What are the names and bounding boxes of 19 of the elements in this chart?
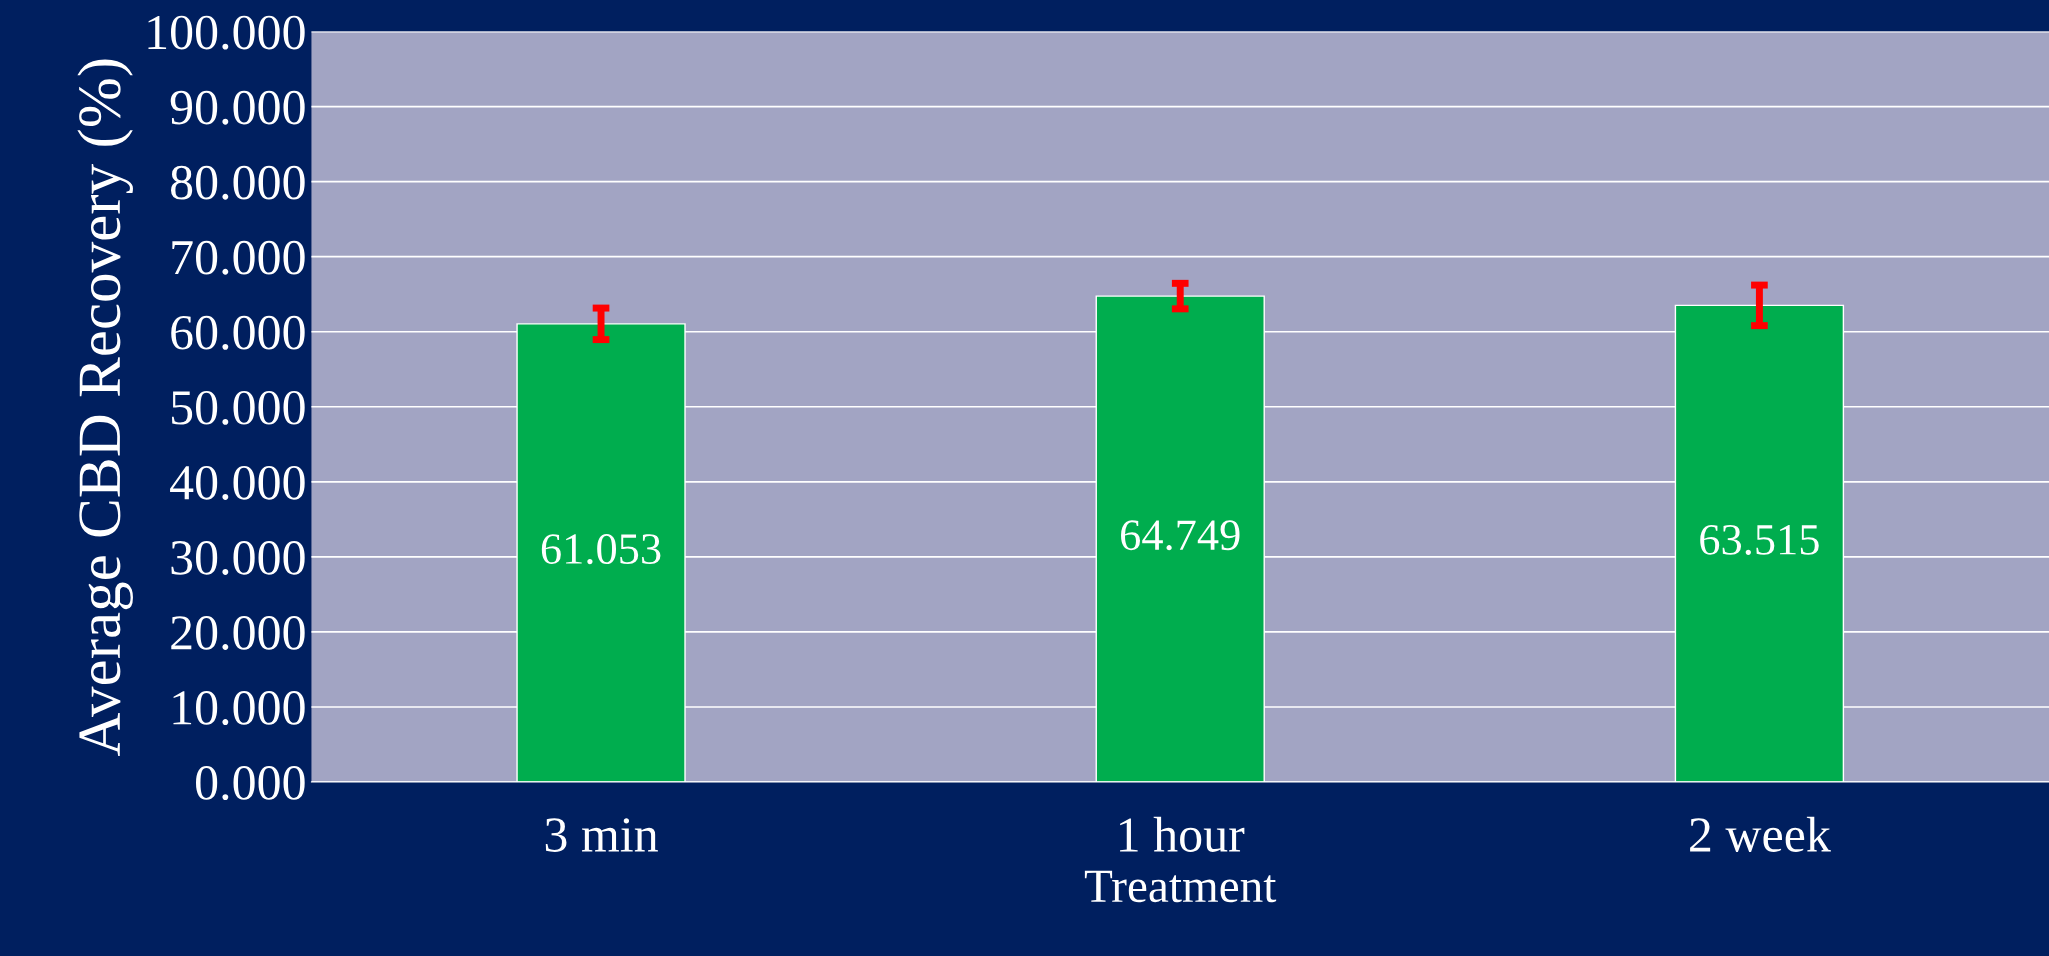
y-tick-label: 0.000 [195,766,305,801]
data-label: 63.515 [1700,524,1819,555]
x-axis-title: Treatment [1084,870,1277,903]
y-tick-label: 90.000 [170,90,305,125]
data-label: 61.053 [541,534,661,565]
y-tick-label: 60.000 [171,315,305,350]
y-tick-label: 80.000 [170,165,305,200]
y-tick-label: 70.000 [172,240,305,275]
y-axis-title: Average CBD Recovery (%) [77,59,133,757]
y-tick-label: 30.000 [171,540,305,575]
x-tick-label: 1 hour [1120,816,1245,852]
y-tick-label: 50.000 [171,390,305,425]
x-tick-label: 3 min [545,818,658,852]
x-tick-label: 2 week [1690,816,1831,852]
y-tick-label: 20.000 [171,616,305,650]
y-tick-label: 40.000 [170,465,305,500]
y-tick-label: 100.000 [148,15,305,50]
data-label: 64.749 [1121,520,1240,551]
y-tick-label: 10.000 [173,691,305,726]
